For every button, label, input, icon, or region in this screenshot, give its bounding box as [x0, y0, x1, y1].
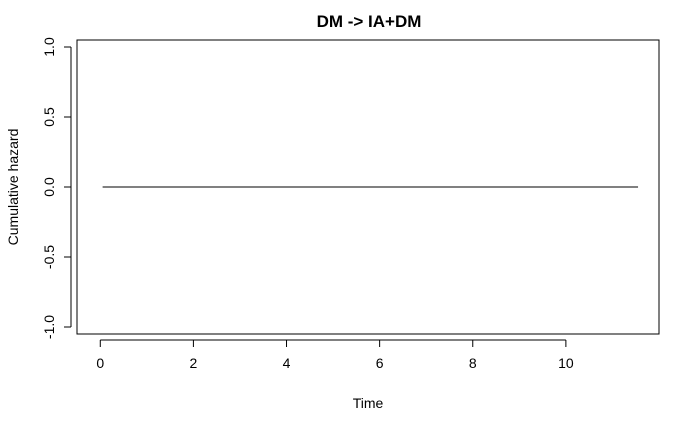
y-tick-label: -1.0	[41, 315, 57, 339]
x-tick-label: 2	[190, 355, 198, 371]
y-axis: -1.0 -0.5 0.0 0.5 1.0	[41, 37, 72, 339]
x-tick-label: 0	[96, 355, 104, 371]
plot-frame	[76, 39, 660, 335]
x-tick-label: 6	[376, 355, 384, 371]
x-tick-label: 4	[283, 355, 291, 371]
x-axis-label: Time	[353, 395, 384, 411]
y-axis-label: Cumulative hazard	[5, 129, 21, 246]
y-tick-label: 0.0	[41, 177, 57, 197]
y-tick-label: 0.5	[41, 107, 57, 127]
y-tick-label: -0.5	[41, 245, 57, 269]
y-tick-label: 1.0	[41, 37, 57, 57]
x-tick-label: 10	[558, 355, 574, 371]
x-axis: 0 2 4 6 8 10	[96, 339, 574, 371]
chart-title: DM -> IA+DM	[317, 12, 422, 31]
x-tick-label: 8	[469, 355, 477, 371]
